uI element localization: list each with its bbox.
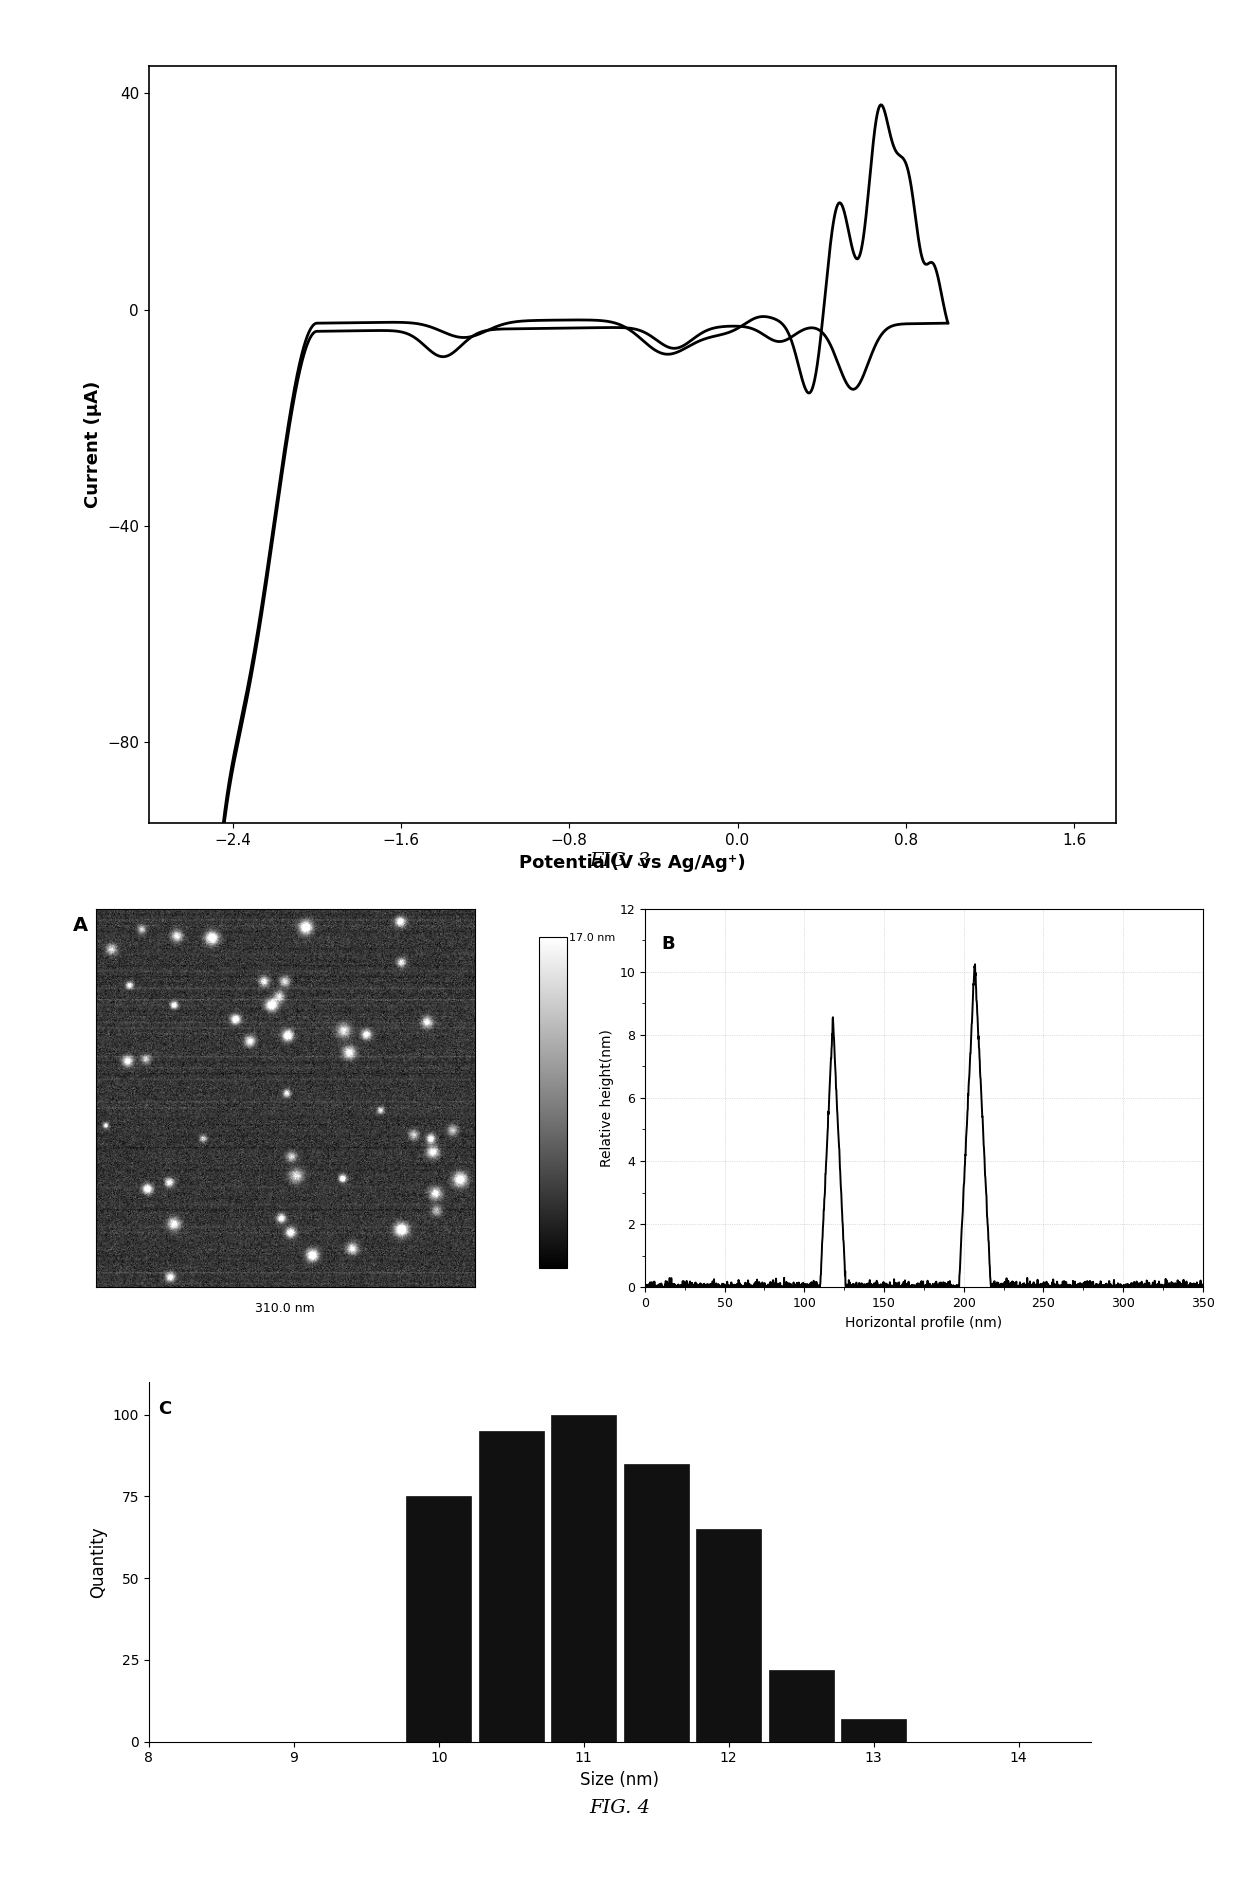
Bar: [696, 1530, 761, 1742]
Text: FIG. 4: FIG. 4: [589, 1798, 651, 1817]
Text: A: A: [73, 916, 88, 935]
Y-axis label: Quantity: Quantity: [89, 1526, 107, 1598]
Text: FIG. 3: FIG. 3: [589, 852, 651, 871]
Bar: [841, 1719, 906, 1742]
Bar: [479, 1431, 544, 1742]
X-axis label: Size (nm): Size (nm): [580, 1770, 660, 1789]
X-axis label: Potential(V vs Ag/Ag⁺): Potential(V vs Ag/Ag⁺): [520, 854, 745, 873]
X-axis label: Horizontal profile (nm): Horizontal profile (nm): [846, 1316, 1002, 1329]
Bar: [407, 1495, 471, 1742]
Text: B: B: [662, 935, 675, 954]
Bar: [769, 1670, 833, 1742]
Bar: [551, 1414, 616, 1742]
Text: C: C: [159, 1401, 171, 1418]
Text: 310.0 nm: 310.0 nm: [255, 1302, 315, 1316]
Y-axis label: Current (μA): Current (μA): [83, 380, 102, 509]
Y-axis label: Relative height(nm): Relative height(nm): [600, 1030, 614, 1166]
Bar: [624, 1463, 689, 1742]
